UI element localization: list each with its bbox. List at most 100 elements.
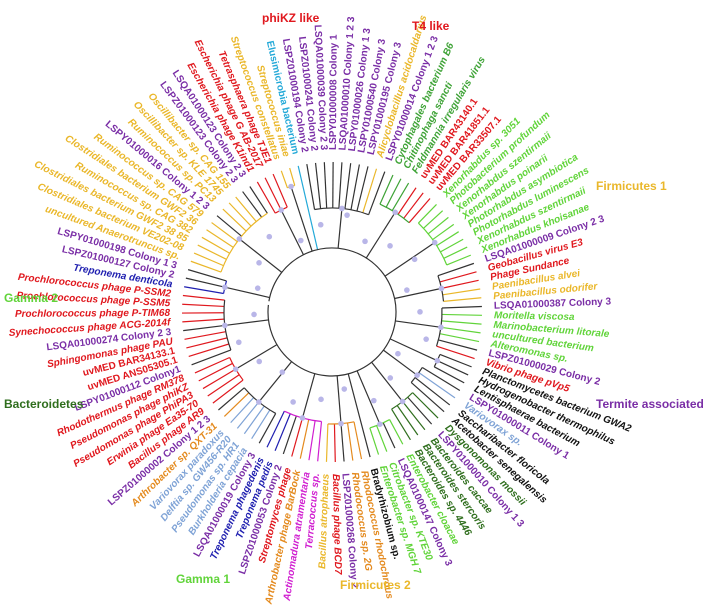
tree-branch: [442, 288, 481, 296]
tree-branch: [368, 171, 386, 215]
tree-branch: [338, 162, 343, 209]
tree-branch: [182, 318, 225, 323]
tree-branch: [238, 238, 283, 273]
node-support-dot: [232, 366, 239, 372]
tree-branch: [371, 361, 404, 402]
tree-branch: [376, 425, 388, 452]
node-support-dot: [414, 372, 420, 378]
node-support-dot: [297, 237, 304, 244]
node-support-dot: [392, 209, 399, 216]
tree-nodes: [222, 183, 445, 428]
node-support-dot: [438, 324, 444, 331]
tree-branch: [198, 362, 233, 382]
node-support-dot: [411, 256, 418, 263]
group-label-firmicutes-1: Firmicutes 1: [596, 179, 667, 193]
tree-branch: [314, 162, 322, 209]
tree-branch: [333, 423, 336, 462]
tree-branch: [443, 297, 482, 302]
tree-branch: [280, 209, 304, 255]
node-support-dot: [279, 369, 286, 375]
node-support-dot: [278, 207, 284, 213]
leaf-label: Prochlorococcus phage P-TIM68: [15, 308, 171, 320]
tree-branch: [369, 427, 380, 455]
tree-branch: [194, 356, 230, 374]
group-label-bacteroidetes: Bacteroidetes: [4, 397, 84, 411]
tree-branch: [389, 338, 438, 362]
node-support-dot: [431, 239, 438, 246]
tree-branch: [356, 370, 381, 425]
tree-branch: [290, 186, 313, 252]
tree-branch: [323, 162, 328, 209]
tree-branch: [384, 242, 436, 277]
tree-branch: [441, 320, 482, 325]
tree-branch: [264, 177, 282, 211]
tree-branch: [439, 333, 480, 343]
tree-branch: [191, 349, 232, 366]
tree-branch: [362, 168, 378, 213]
tree-branch: [410, 381, 445, 413]
node-support-dot: [362, 238, 368, 245]
node-support-dot: [377, 421, 383, 428]
tree-branch: [182, 294, 225, 301]
tree-branch: [402, 401, 426, 431]
tree-branch: [437, 360, 469, 376]
tree-branch: [443, 246, 468, 259]
tree-branch: [403, 192, 424, 219]
tree-branch: [216, 215, 242, 237]
tree-branch: [182, 303, 225, 308]
tree-branch: [256, 181, 276, 214]
tree-branch: [188, 343, 230, 358]
tree-branch: [258, 413, 277, 444]
tree-branch: [432, 223, 455, 241]
node-support-dot: [251, 311, 257, 318]
tree-branch: [297, 165, 319, 250]
tree-branch: [337, 208, 343, 249]
leaf-label: Bacillus atrophaeus: [317, 473, 332, 569]
tree-branch: [446, 254, 472, 266]
tree-branch: [408, 198, 431, 224]
tree-branch: [184, 331, 226, 340]
tree-branch: [350, 164, 360, 210]
group-label-gamma-1: Gamma 1: [176, 572, 230, 586]
leaf-label: LSPY01000008 Colony 1: [328, 34, 340, 150]
node-support-dot: [266, 233, 273, 240]
tree-branch: [365, 212, 396, 259]
group-labels: phiKZ like T4 like Firmicutes 1 Gamma 2 …: [4, 11, 704, 592]
tree-branch: [353, 421, 363, 460]
tree-branch: [206, 229, 234, 248]
tree-branch: [414, 377, 451, 406]
node-support-dot: [299, 415, 306, 421]
tree-branch: [274, 413, 291, 452]
tree-branch: [218, 387, 245, 411]
node-support-dot: [338, 420, 344, 427]
tree-branch: [211, 222, 238, 243]
node-support-dot: [254, 285, 261, 291]
node-support-dot: [222, 284, 228, 290]
tree-branch: [243, 405, 265, 435]
tree-branch: [394, 287, 442, 300]
tree-branch: [396, 405, 419, 436]
tree-branch: [190, 260, 222, 273]
tree-branch: [212, 379, 244, 404]
group-label-firmicutes-2: Firmicutes 2: [340, 578, 411, 592]
node-support-dot: [339, 205, 345, 212]
tree-branch: [344, 163, 352, 209]
node-support-dot: [434, 357, 441, 364]
tree-branch: [282, 415, 297, 455]
node-support-dot: [318, 396, 324, 403]
node-support-dot: [404, 287, 410, 293]
tree-branch: [251, 409, 271, 439]
node-support-dot: [395, 350, 401, 357]
group-label-termite-associated: Termite associated: [596, 397, 704, 411]
tree-branch: [301, 373, 316, 419]
node-support-dot: [256, 259, 262, 266]
tree-branch: [417, 203, 437, 224]
tree-branch: [389, 419, 404, 445]
node-support-dot: [423, 336, 429, 342]
tree-branch: [422, 366, 461, 392]
tree-branch: [308, 420, 316, 461]
tree-branch: [427, 216, 449, 235]
tree-branch: [258, 361, 293, 403]
